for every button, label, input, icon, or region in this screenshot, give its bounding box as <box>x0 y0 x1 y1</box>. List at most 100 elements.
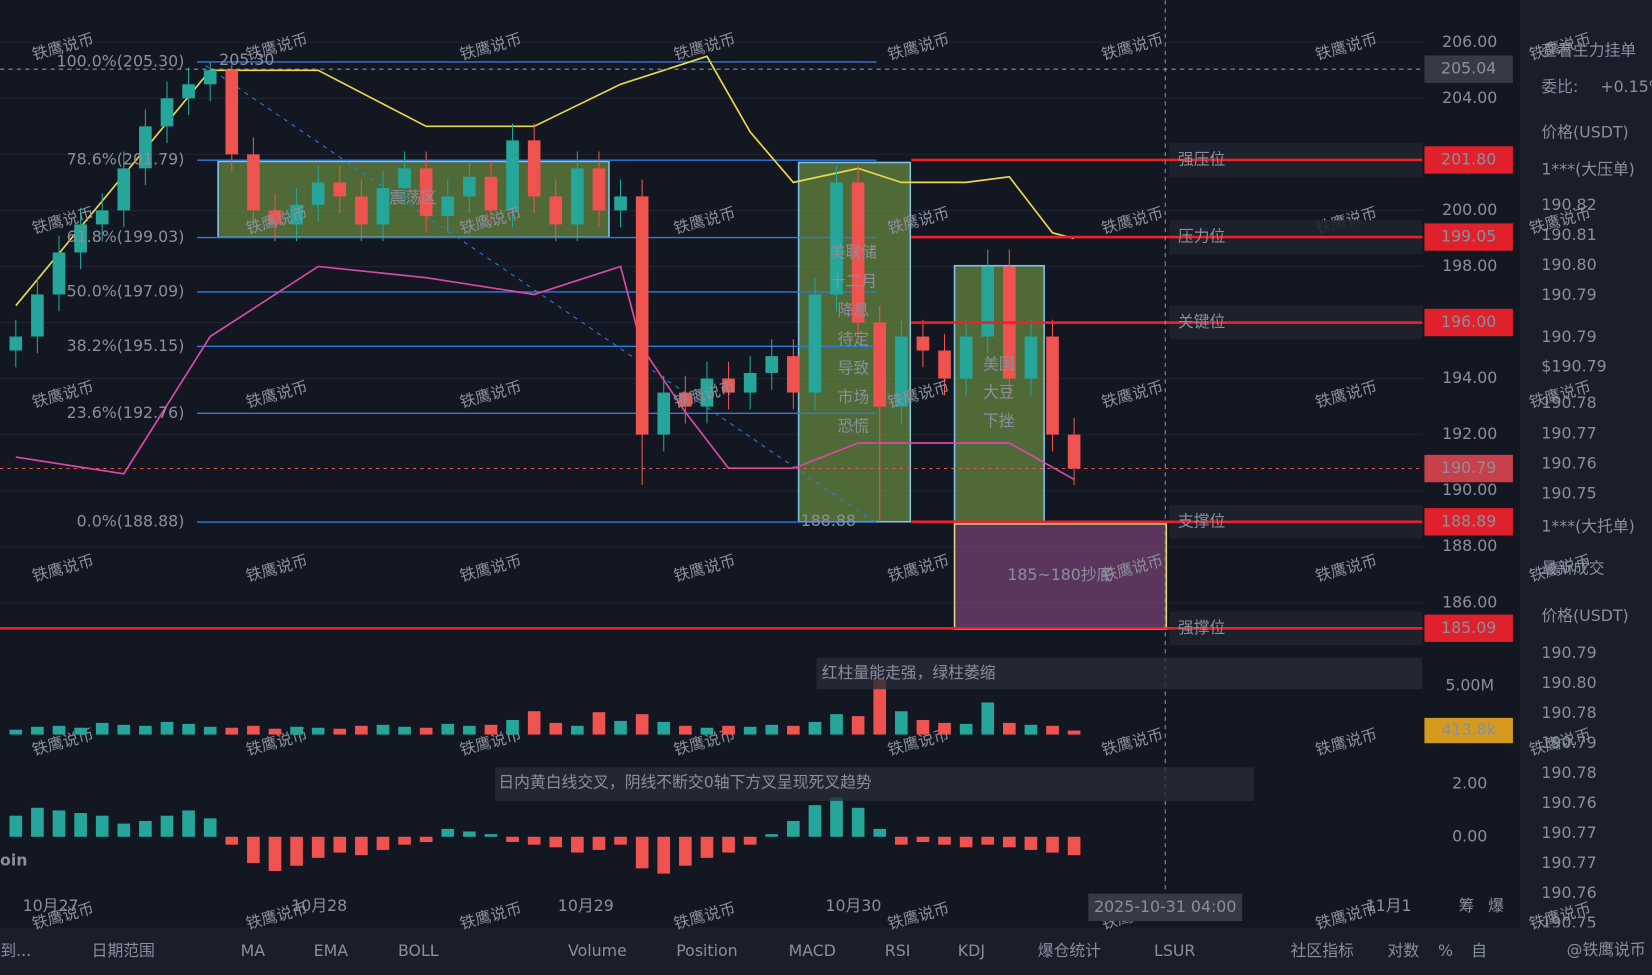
toolbar-item[interactable]: 日期范围 <box>92 941 155 960</box>
macd-bar <box>851 807 865 837</box>
volume-bar <box>700 727 714 735</box>
candle-body <box>765 356 779 373</box>
macd-bar <box>549 836 563 848</box>
macd-bar <box>419 836 433 843</box>
macd-bar <box>571 836 584 853</box>
volume-bar <box>938 722 951 735</box>
toolbar-item[interactable]: BOLL <box>398 941 439 960</box>
volume-tick: 5.00M <box>1445 675 1494 694</box>
annotation-box <box>953 264 1045 525</box>
level-tag <box>1424 614 1513 642</box>
toolbar-item[interactable]: RSI <box>885 941 911 960</box>
crosshair-price: 205.04 <box>1441 59 1496 78</box>
volume-tag <box>1424 717 1513 744</box>
panel-text: 190.79 <box>1541 733 1596 752</box>
volume-bar <box>722 725 735 735</box>
volume-bar <box>614 720 627 735</box>
volume-bar <box>743 726 757 735</box>
candle-body <box>139 126 152 169</box>
macd-bar <box>441 828 455 837</box>
level-price: 196.00 <box>1441 312 1496 331</box>
annotation: 下挫 <box>983 411 1015 430</box>
candle-body <box>225 70 239 155</box>
trend-line <box>205 65 875 523</box>
toolbar-item[interactable]: % <box>1438 941 1453 960</box>
toolbar-item[interactable]: 爆仓统计 <box>1038 941 1101 960</box>
volume-bar <box>851 716 865 735</box>
volume-bar <box>441 723 455 735</box>
panel-text: 190.76 <box>1541 453 1596 472</box>
candle-body <box>592 168 606 211</box>
candle-body <box>9 336 23 351</box>
y-tick-label: 188.00 <box>1442 536 1497 555</box>
macd-bar <box>1003 836 1016 848</box>
volume-bar <box>1067 730 1081 735</box>
annotation: 降息 <box>838 301 870 320</box>
panel-text: 190.75 <box>1541 913 1596 932</box>
macd-bar <box>916 836 930 843</box>
candle-body <box>571 168 584 225</box>
macd-bar <box>614 836 627 845</box>
volume-bar <box>463 725 476 735</box>
toolbar-item[interactable]: Volume <box>568 941 627 960</box>
volume-bar <box>182 723 195 735</box>
level-tag <box>1424 508 1513 536</box>
volume-bar <box>830 714 843 735</box>
main-plot <box>0 41 1423 630</box>
macd-bar <box>31 807 44 837</box>
toolbar-item[interactable]: MACD <box>789 941 836 960</box>
volume-bar <box>571 725 584 735</box>
candle-body <box>635 196 649 435</box>
toolbar-item[interactable]: 社区指标 <box>1291 941 1354 960</box>
macd-bar <box>765 834 779 837</box>
volume-bar <box>355 725 368 735</box>
candle-body <box>549 196 563 225</box>
candle-body <box>873 322 887 407</box>
candle-body <box>916 336 930 351</box>
toolbar-item[interactable]: 对数 <box>1388 941 1420 960</box>
candle-body <box>657 392 671 435</box>
y-tick-label: 190.00 <box>1442 480 1497 499</box>
macd-bar <box>743 836 757 845</box>
macd-bar <box>52 810 66 837</box>
volume-bar <box>895 711 908 735</box>
toolbar-item[interactable]: 到... <box>0 941 31 960</box>
level-price: 188.89 <box>1441 511 1496 530</box>
candle-body <box>808 294 822 393</box>
volume-bar <box>787 725 800 735</box>
candle-body <box>117 168 131 211</box>
panel-text: 190.75 <box>1541 483 1596 502</box>
candle-body <box>311 182 325 205</box>
candle-body <box>31 294 44 337</box>
volume-bar <box>52 725 66 735</box>
candle-body <box>441 196 455 217</box>
toolbar-item[interactable]: KDJ <box>958 941 985 960</box>
volume-bar <box>873 680 887 735</box>
panel-text: 190.77 <box>1541 853 1596 872</box>
level-name: 强撑位 <box>1178 618 1226 637</box>
toolbar-item[interactable]: Position <box>676 941 738 960</box>
y-tick-label: 194.00 <box>1442 368 1497 387</box>
macd-bar <box>657 836 671 874</box>
y-tick-label: 186.00 <box>1442 592 1497 611</box>
volume-bar <box>311 727 325 735</box>
candle-body <box>290 204 303 225</box>
volume-bar <box>31 726 44 735</box>
toolbar-item[interactable]: 自 <box>1471 941 1487 960</box>
toolbar-item[interactable]: EMA <box>314 941 349 960</box>
macd-bar <box>722 836 735 853</box>
volume-marker: 413.8k <box>1441 720 1496 739</box>
toolbar-item[interactable]: LSUR <box>1154 941 1195 960</box>
annotation: 震荡区 <box>389 188 437 207</box>
macd-bar <box>506 836 519 843</box>
panel-text: 1***(大托单) <box>1541 517 1634 536</box>
toolbar-item[interactable]: MA <box>241 941 266 960</box>
volume-bar <box>635 714 649 735</box>
volume-bar <box>9 729 23 735</box>
fib-label: 38.2%(195.15) <box>67 336 185 355</box>
annotation: 188.88 <box>801 511 856 530</box>
toolbar <box>0 927 1652 975</box>
annotation: 205.30 <box>219 50 274 69</box>
